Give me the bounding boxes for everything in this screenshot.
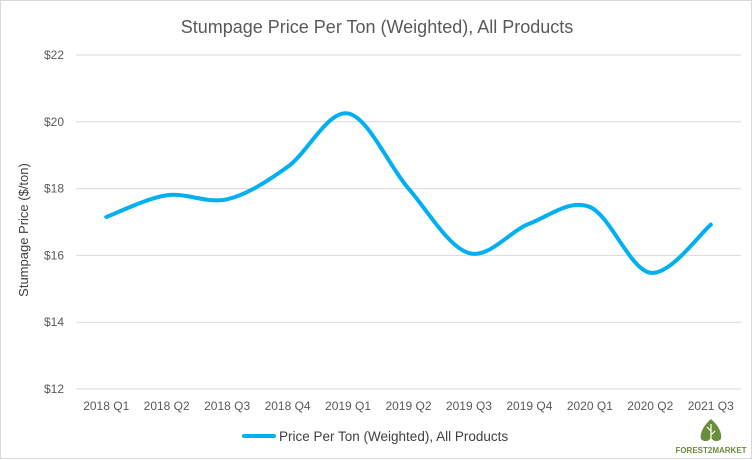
y-tick-label: $18: [44, 182, 64, 196]
x-tick-label: 2019 Q1: [325, 399, 371, 413]
y-tick-label: $12: [44, 382, 64, 396]
x-tick-label: 2020 Q1: [567, 399, 613, 413]
x-tick-label: 2019 Q3: [446, 399, 492, 413]
x-tick-label: 2021 Q3: [688, 399, 734, 413]
x-tick-label: 2019 Q4: [506, 399, 552, 413]
x-tick-label: 2020 Q2: [627, 399, 673, 413]
forest2market-logo: FOREST2MARKET: [675, 419, 747, 455]
x-tick-label: 2018 Q1: [83, 399, 129, 413]
y-tick-label: $20: [44, 115, 64, 129]
chart-title: Stumpage Price Per Ton (Weighted), All P…: [181, 17, 574, 37]
legend-label: Price Per Ton (Weighted), All Products: [279, 429, 508, 444]
x-tick-label: 2018 Q2: [144, 399, 190, 413]
y-axis-label: Stumpage Price ($/ton): [16, 163, 31, 297]
y-tick-label: $16: [44, 248, 64, 262]
series-layer: [104, 111, 713, 275]
y-tick-label: $22: [44, 48, 64, 62]
logo-text: FOREST2MARKET: [675, 446, 746, 455]
x-tick-label: 2019 Q2: [385, 399, 431, 413]
gridlines: [76, 54, 741, 390]
y-tick-labels: $12 $14 $16 $18 $20 $22: [44, 48, 64, 396]
x-tick-labels: 2018 Q1 2018 Q2 2018 Q3 2018 Q4 2019 Q1 2019 …: [83, 399, 734, 413]
x-tick-label: 2018 Q3: [204, 399, 250, 413]
legend: Price Per Ton (Weighted), All Products: [242, 429, 508, 444]
x-tick-label: 2018 Q4: [265, 399, 311, 413]
y-tick-label: $14: [44, 315, 64, 329]
tree-icon: [700, 419, 722, 442]
series-line: [104, 111, 713, 275]
